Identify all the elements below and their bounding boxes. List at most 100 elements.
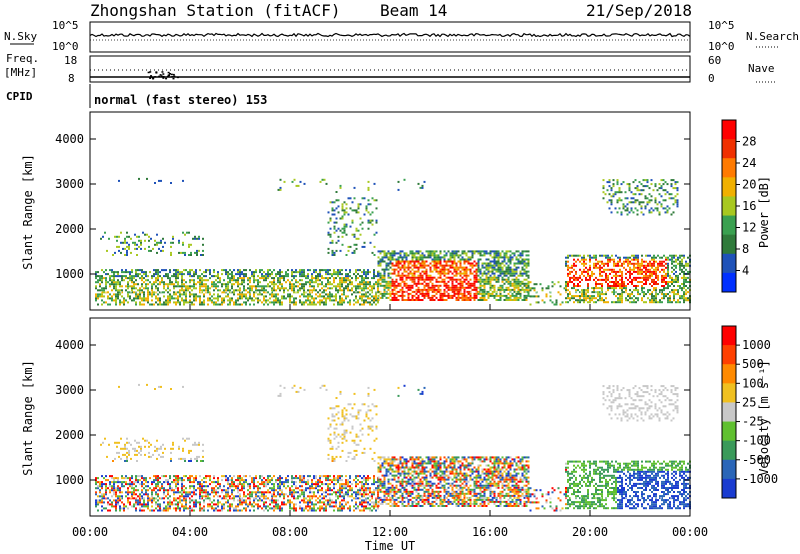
power-cell (519, 284, 522, 287)
velocity-cell (95, 505, 97, 508)
power-cell (405, 270, 408, 273)
power-cell (675, 276, 677, 279)
power-cell (529, 289, 532, 292)
power-cell (120, 241, 122, 244)
power-cell (313, 281, 315, 284)
power-cell (97, 295, 99, 298)
power-cell (491, 286, 494, 289)
power-cell (431, 270, 434, 273)
power-cell (493, 254, 496, 257)
velocity-cell (239, 479, 241, 482)
power-cell (615, 276, 617, 279)
power-cell (519, 294, 522, 297)
power-cell (423, 288, 426, 291)
power-cell (431, 264, 434, 267)
power-cell (645, 283, 647, 285)
power-cell (178, 251, 180, 254)
power-cell (443, 256, 446, 259)
power-cell (659, 270, 661, 273)
power-cell (317, 285, 319, 288)
velocity-cell (147, 493, 149, 496)
power-cell (503, 299, 506, 301)
power-cell (165, 299, 167, 302)
power-cell (681, 262, 683, 265)
velocity-cell (95, 499, 97, 502)
power-cell (475, 280, 478, 283)
power-cell (463, 299, 466, 301)
power-cell (489, 280, 492, 283)
power-cell (637, 266, 639, 269)
power-cell (661, 262, 663, 265)
velocity-cell (245, 475, 247, 478)
power-cell (607, 276, 609, 279)
power-cell (419, 258, 422, 261)
power-cell (679, 262, 681, 265)
power-cell (223, 297, 225, 300)
power-cell (483, 286, 486, 289)
power-cell (253, 277, 255, 280)
power-cell (589, 297, 591, 300)
power-cell (303, 285, 305, 288)
power-cell (629, 272, 631, 275)
power-cell (385, 282, 388, 285)
power-cell (119, 289, 121, 292)
power-cell (167, 277, 169, 280)
power-cell (277, 285, 279, 288)
power-cell (351, 281, 353, 284)
velocity-cell (127, 489, 129, 492)
power-cell (345, 281, 347, 284)
power-cell (665, 295, 667, 298)
power-cell (95, 277, 97, 280)
power-cell (611, 285, 613, 287)
power-cell (683, 256, 685, 259)
velocity-cell (227, 483, 229, 486)
nsearch-tick-bottom: 10^0 (708, 40, 735, 53)
power-cell (509, 299, 512, 301)
power-cell (423, 272, 426, 275)
velocity-cell (205, 475, 207, 478)
power-cell (369, 221, 372, 224)
power-cell (101, 295, 103, 298)
power-cell (487, 280, 490, 283)
power-cell (198, 249, 200, 252)
power-cell (103, 301, 105, 304)
velocity-cell (201, 491, 203, 494)
power-cell (237, 303, 239, 306)
power-cell (257, 279, 259, 282)
power-cell (141, 285, 143, 288)
velocity-cell (227, 477, 229, 480)
power-cell (443, 288, 446, 291)
power-cell (383, 250, 386, 253)
power-cell (545, 293, 548, 296)
velocity-cell (233, 499, 235, 502)
power-cell (307, 303, 309, 306)
power-cell (135, 293, 137, 296)
power-cell (637, 289, 639, 292)
power-cell (403, 274, 406, 277)
power-cell (135, 273, 137, 276)
power-cell (139, 277, 141, 280)
power-cell (355, 275, 357, 278)
power-cell (293, 178, 296, 181)
velocity-cell (111, 495, 113, 498)
power-cell (361, 299, 363, 302)
power-cell (429, 299, 432, 301)
power-cell (106, 249, 108, 252)
power-cell (663, 264, 665, 267)
power-cell (628, 211, 631, 214)
power-cell (511, 294, 514, 297)
power-cell (491, 294, 494, 297)
power-cell (101, 277, 103, 280)
power-cell (624, 205, 627, 208)
power-cell (347, 277, 349, 280)
power-cell (575, 276, 577, 279)
power-cell (377, 297, 379, 300)
power-cell (493, 266, 496, 269)
power-cell (505, 262, 508, 265)
power-cell (329, 273, 331, 276)
power-cell (495, 264, 498, 267)
power-cell (437, 260, 440, 263)
power-cell (279, 178, 282, 181)
velocity-cell (179, 499, 181, 502)
